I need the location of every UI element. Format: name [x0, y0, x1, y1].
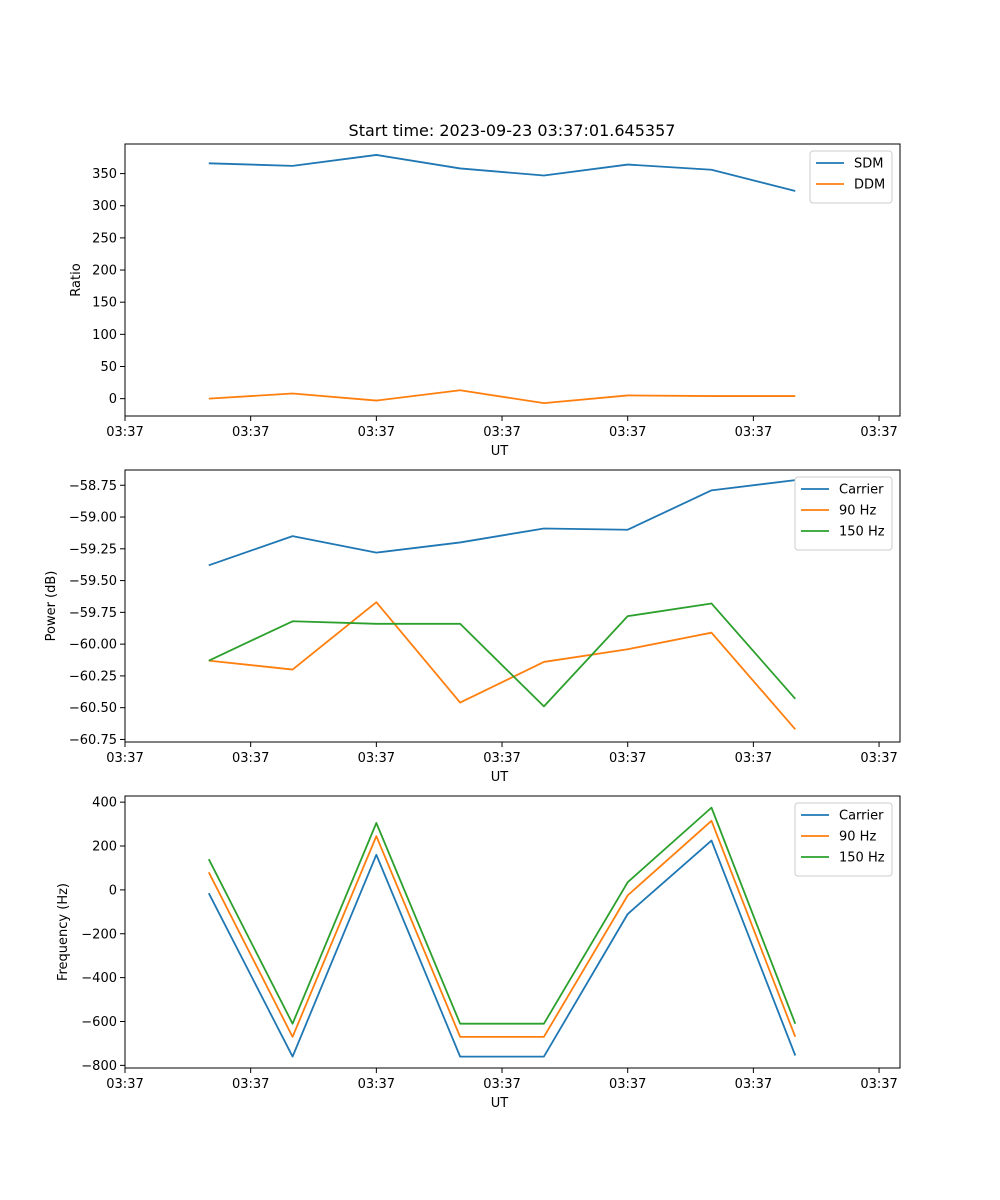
y-tick-label: −59.00 — [69, 511, 117, 526]
legend: SDM DDM — [809, 150, 893, 204]
legend: Carrier 90 Hz 150 Hz — [794, 476, 893, 551]
y-tick-label: 50 — [100, 360, 117, 375]
series-line-150-hz — [208, 602, 796, 708]
figure-title: Start time: 2023-09-23 03:37:01.645357 — [349, 121, 676, 140]
legend: Carrier 90 Hz 150 Hz — [794, 802, 893, 877]
axes-frame — [124, 143, 901, 417]
x-tick-label: 03:37 — [232, 425, 269, 440]
y-tick-label: −60.25 — [69, 669, 117, 684]
series-line-90-hz — [207, 819, 797, 1038]
y-tick-label: 200 — [92, 840, 117, 855]
legend-box — [809, 150, 893, 204]
legend-label: Carrier — [839, 483, 884, 498]
x-tick-label: 03:37 — [609, 1077, 646, 1092]
series-line-150-hz — [207, 806, 797, 1025]
y-tick-label: −59.50 — [69, 574, 117, 589]
x-tick-label: 03:37 — [358, 425, 395, 440]
y-tick-label: 0 — [109, 392, 117, 407]
x-tick-label: 03:37 — [106, 1077, 143, 1092]
x-tick-label: 03:37 — [106, 425, 143, 440]
x-tick-label: 03:37 — [232, 751, 269, 766]
legend-label: DDM — [854, 178, 885, 193]
y-tick-label: −60.75 — [69, 733, 117, 748]
x-tick-label: 03:37 — [232, 1077, 269, 1092]
x-tick-label: 03:37 — [735, 425, 772, 440]
x-tick-label: 03:37 — [483, 1077, 520, 1092]
x-tick-label: 03:37 — [483, 425, 520, 440]
legend-label: SDM — [854, 157, 883, 172]
x-tick-label: 03:37 — [483, 751, 520, 766]
x-axis-label: UT — [491, 444, 509, 459]
panel-3: 03:37 03:37 03:37 03:37 03:37 03:37 03:37 −800 −… — [56, 795, 901, 1111]
panels: 03:37 03:37 03:37 03:37 03:37 03:37 03:37 0 50 10… — [44, 143, 901, 1111]
y-tick-label: −800 — [81, 1059, 117, 1074]
legend-label: 90 Hz — [839, 830, 876, 845]
y-axis-label: Frequency (Hz) — [56, 883, 71, 981]
series-line-ddm — [208, 389, 796, 405]
x-tick-label: 03:37 — [860, 425, 897, 440]
x-tick-label: 03:37 — [735, 751, 772, 766]
y-tick-label: −59.75 — [69, 606, 117, 621]
y-tick-label: −60.50 — [69, 701, 117, 716]
legend-label: Carrier — [839, 809, 884, 824]
legend-label: 150 Hz — [839, 525, 885, 540]
y-tick-label: −600 — [81, 1015, 117, 1030]
y-tick-label: 400 — [92, 796, 117, 811]
y-tick-label: 150 — [92, 296, 117, 311]
y-tick-label: 250 — [92, 231, 117, 246]
x-tick-label: 03:37 — [860, 751, 897, 766]
panel-1: 03:37 03:37 03:37 03:37 03:37 03:37 03:37 0 50 10… — [69, 143, 901, 459]
y-tick-label: 0 — [109, 883, 117, 898]
series-line-sdm — [208, 154, 796, 192]
series-line-carrier — [207, 839, 797, 1058]
x-tick-label: 03:37 — [735, 1077, 772, 1092]
y-axis-label: Power (dB) — [44, 571, 59, 642]
axes-frame — [124, 469, 901, 743]
legend-label: 150 Hz — [839, 851, 885, 866]
legend-label: 90 Hz — [839, 504, 876, 519]
x-axis-label: UT — [491, 770, 509, 785]
y-tick-label: 300 — [92, 199, 117, 214]
y-tick-label: 350 — [92, 167, 117, 182]
series-line-carrier — [208, 479, 796, 567]
x-tick-label: 03:37 — [609, 751, 646, 766]
x-tick-label: 03:37 — [609, 425, 646, 440]
x-tick-label: 03:37 — [860, 1077, 897, 1092]
x-tick-label: 03:37 — [358, 1077, 395, 1092]
y-tick-label: −59.25 — [69, 542, 117, 557]
x-tick-label: 03:37 — [358, 751, 395, 766]
panel-2: 03:37 03:37 03:37 03:37 03:37 03:37 03:37 −60.7… — [44, 469, 901, 785]
y-tick-label: 200 — [92, 264, 117, 279]
axes-frame — [124, 795, 901, 1069]
y-tick-label: −58.75 — [69, 479, 117, 494]
y-tick-label: 100 — [92, 328, 117, 343]
x-tick-label: 03:37 — [106, 751, 143, 766]
x-axis-label: UT — [491, 1096, 509, 1111]
y-axis-label: Ratio — [69, 263, 84, 296]
series-line-90-hz — [208, 601, 796, 730]
y-tick-label: −60.00 — [69, 638, 117, 653]
y-tick-label: −200 — [81, 927, 117, 942]
y-tick-label: −400 — [81, 971, 117, 986]
